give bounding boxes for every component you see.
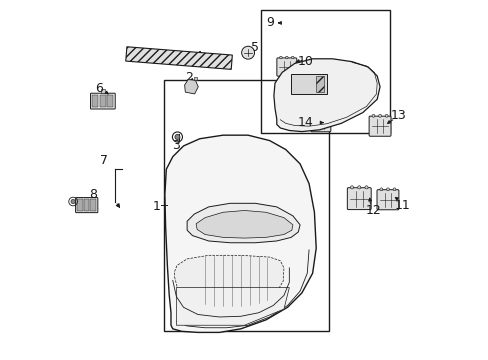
Bar (193, 77, 197, 80)
Circle shape (378, 114, 381, 117)
Bar (100, 95, 105, 107)
Text: 9: 9 (266, 16, 274, 29)
Polygon shape (164, 135, 316, 332)
Circle shape (371, 114, 374, 117)
Bar (77, 199, 82, 211)
Bar (125, 47, 232, 69)
FancyBboxPatch shape (376, 190, 398, 210)
Polygon shape (196, 211, 292, 238)
Circle shape (357, 186, 360, 189)
FancyBboxPatch shape (76, 198, 98, 213)
Circle shape (364, 186, 367, 189)
Text: 12: 12 (365, 204, 381, 217)
Circle shape (241, 46, 254, 59)
Text: 1: 1 (152, 201, 160, 213)
FancyBboxPatch shape (310, 113, 330, 132)
Bar (92, 95, 98, 107)
Text: 14: 14 (297, 116, 313, 129)
Polygon shape (187, 203, 300, 243)
FancyBboxPatch shape (276, 58, 296, 76)
Bar (260, 10, 389, 134)
Circle shape (319, 112, 322, 114)
Text: 8: 8 (89, 188, 97, 201)
Bar (101, 89, 104, 93)
Circle shape (386, 188, 388, 191)
FancyBboxPatch shape (90, 93, 115, 109)
Circle shape (379, 188, 382, 191)
Circle shape (279, 56, 282, 59)
Circle shape (175, 134, 180, 139)
Polygon shape (176, 288, 289, 325)
Bar (90, 199, 96, 211)
Circle shape (385, 114, 387, 117)
FancyBboxPatch shape (346, 188, 370, 210)
Bar (290, 74, 326, 94)
Text: 6: 6 (95, 82, 103, 95)
Text: 7: 7 (100, 154, 108, 167)
FancyBboxPatch shape (368, 116, 390, 136)
Circle shape (313, 112, 316, 114)
Text: 5: 5 (251, 41, 259, 54)
Polygon shape (184, 80, 198, 94)
Bar (163, 80, 328, 330)
Circle shape (71, 199, 75, 204)
Text: 4: 4 (194, 50, 202, 63)
Text: 3: 3 (172, 139, 180, 152)
Polygon shape (273, 59, 379, 132)
Circle shape (285, 56, 287, 59)
Text: 2: 2 (184, 71, 192, 84)
Circle shape (350, 186, 353, 189)
Bar (315, 76, 324, 92)
Text: 10: 10 (297, 55, 313, 68)
Circle shape (392, 188, 395, 191)
Circle shape (291, 56, 293, 59)
Bar (83, 199, 89, 211)
Text: 13: 13 (390, 109, 406, 122)
Polygon shape (174, 255, 284, 306)
Circle shape (325, 112, 327, 114)
Bar (107, 95, 113, 107)
Text: 11: 11 (394, 199, 409, 212)
